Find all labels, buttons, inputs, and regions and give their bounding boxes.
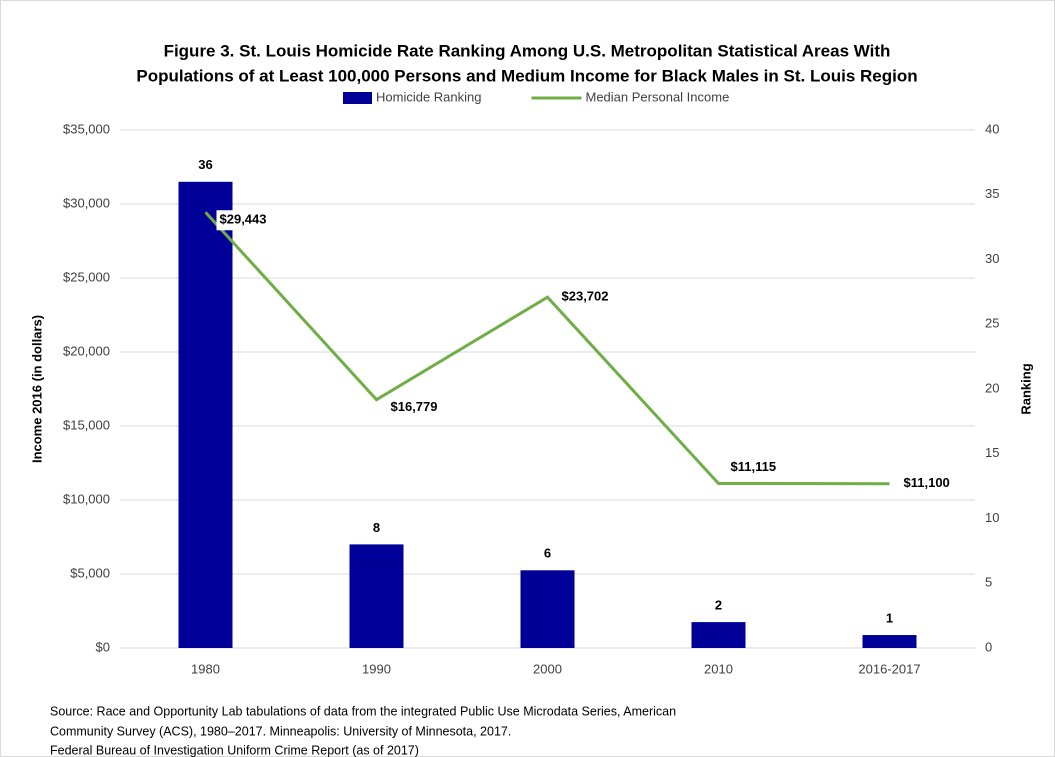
- legend-label: Median Personal Income: [586, 89, 730, 104]
- y2-axis-title: Ranking: [1018, 363, 1033, 414]
- y2-tick-label: 40: [985, 121, 999, 136]
- y2-tick-label: 35: [985, 186, 999, 201]
- data-label-bg: [558, 287, 625, 308]
- y-tick-label: $10,000: [63, 491, 110, 506]
- data-label: $29,443: [220, 212, 267, 227]
- data-label: 2: [715, 598, 722, 613]
- legend-swatch: [343, 92, 372, 104]
- chart-title: Figure 3. St. Louis Homicide Rate Rankin…: [164, 41, 891, 60]
- y2-tick-label: 15: [985, 445, 999, 460]
- y-tick-label: $15,000: [63, 417, 110, 432]
- y-axis-title: Income 2016 (in dollars): [29, 315, 44, 463]
- y-tick-label: $25,000: [63, 269, 110, 284]
- data-label: $23,702: [562, 289, 609, 304]
- source-note: Source: Race and Opportunity Lab tabulat…: [50, 704, 676, 718]
- y-tick-label: $20,000: [63, 343, 110, 358]
- bar: [862, 635, 917, 648]
- y2-tick-label: 5: [985, 575, 992, 590]
- data-label: 6: [544, 546, 551, 561]
- bar: [691, 622, 746, 648]
- data-label-bg: [216, 210, 283, 231]
- x-tick-label: 2016-2017: [858, 661, 920, 676]
- y-tick-label: $5,000: [70, 565, 110, 580]
- bar: [349, 544, 404, 648]
- source-note: Federal Bureau of Investigation Uniform …: [50, 743, 419, 757]
- y-tick-label: $30,000: [63, 195, 110, 210]
- data-label-bg: [900, 473, 967, 494]
- x-tick-label: 2010: [704, 661, 733, 676]
- data-label: 36: [198, 157, 212, 172]
- chart-title: Populations of at Least 100,000 Persons …: [136, 66, 917, 85]
- data-label-bg: [727, 457, 794, 478]
- x-tick-label: 1990: [362, 661, 391, 676]
- data-label: $11,100: [904, 475, 950, 490]
- y-tick-label: $0: [96, 639, 110, 654]
- data-label-bg: [387, 397, 454, 418]
- y2-tick-label: 25: [985, 316, 999, 331]
- data-label: 1: [886, 610, 893, 625]
- data-label: $16,779: [391, 399, 438, 414]
- data-label: $11,115: [731, 459, 777, 474]
- bar: [178, 181, 233, 649]
- y-tick-label: $35,000: [63, 121, 110, 136]
- x-tick-label: 2000: [533, 661, 562, 676]
- source-note: Community Survey (ACS), 1980–2017. Minne…: [50, 724, 511, 738]
- y2-tick-label: 30: [985, 251, 999, 266]
- y2-tick-label: 0: [985, 639, 992, 654]
- data-label: 8: [373, 520, 380, 535]
- x-tick-label: 1980: [191, 661, 220, 676]
- bar: [520, 570, 575, 648]
- y2-tick-label: 20: [985, 380, 999, 395]
- legend-label: Homicide Ranking: [376, 89, 482, 104]
- y2-tick-label: 10: [985, 510, 999, 525]
- line: [204, 211, 890, 486]
